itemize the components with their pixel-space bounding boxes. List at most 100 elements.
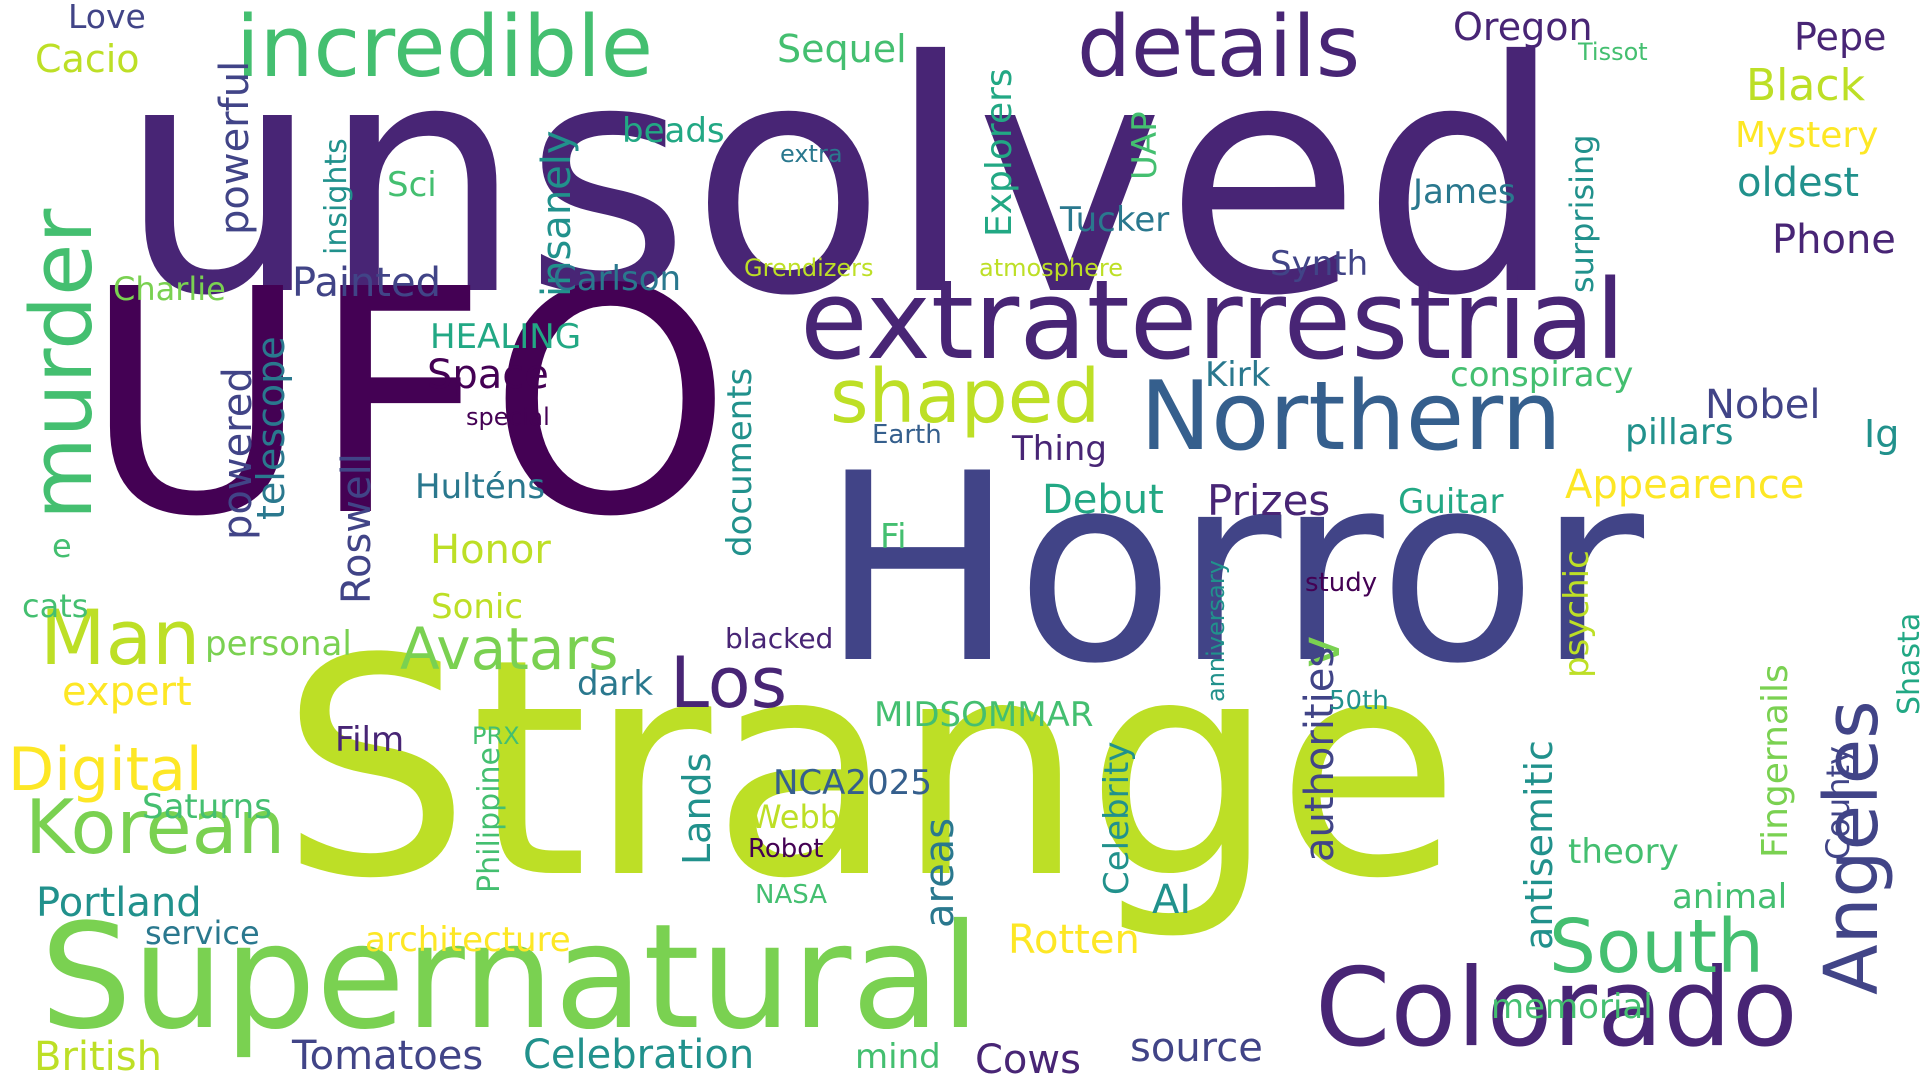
cloud-word: incredible [236, 0, 654, 97]
cloud-word: AI [1152, 877, 1192, 923]
cloud-word: oldest [1737, 160, 1860, 206]
cloud-word: Supernatural [40, 893, 981, 1062]
cloud-word: cats [22, 587, 89, 625]
cloud-word: dark [577, 664, 654, 704]
cloud-word: theory [1568, 832, 1679, 872]
cloud-word: beads [622, 111, 725, 151]
cloud-word: British [34, 1034, 162, 1080]
cloud-word: Man [40, 593, 201, 682]
cloud-word: Fi [880, 517, 907, 557]
cloud-word: e [52, 527, 72, 565]
cloud-word: Tomatoes [292, 1033, 484, 1079]
cloud-word: County [1819, 746, 1857, 860]
cloud-word: Black [1746, 60, 1866, 111]
cloud-word: Webb [750, 798, 841, 836]
cloud-word: Sci [387, 165, 437, 205]
cloud-word: Hulténs [415, 467, 546, 507]
cloud-word: Strange [280, 595, 1461, 944]
cloud-word: unsolved [118, 0, 1565, 366]
cloud-word: blacked [725, 622, 834, 655]
cloud-word: Roswell [334, 453, 380, 604]
cloud-word: murder [13, 208, 112, 520]
cloud-word: extra [780, 140, 843, 168]
cloud-word: psychic [1557, 550, 1597, 678]
cloud-word: special [466, 403, 550, 431]
cloud-word: study [1305, 568, 1378, 598]
cloud-word: Prizes [1207, 476, 1331, 525]
cloud-word: Cows [975, 1037, 1081, 1080]
cloud-word: South [1549, 904, 1765, 990]
cloud-word: details [1077, 0, 1361, 97]
cloud-word: memorial [1491, 987, 1653, 1027]
cloud-word: Avatars [400, 615, 619, 683]
cloud-word: Explorers [979, 68, 1020, 237]
cloud-word: Sequel [777, 27, 907, 71]
cloud-word: Mystery [1735, 115, 1879, 156]
cloud-word: mind [855, 1037, 941, 1077]
cloud-word: Charlie [113, 270, 226, 308]
cloud-word: UAP [1125, 111, 1165, 180]
cloud-word: Phone [1772, 217, 1896, 263]
cloud-word: Saturns [142, 787, 272, 827]
cloud-word: Guitar [1398, 482, 1504, 522]
cloud-word: anniversary [1202, 560, 1230, 702]
cloud-word: UFO [83, 224, 733, 585]
cloud-word: powered [215, 367, 261, 540]
cloud-word: Portland [36, 880, 202, 926]
cloud-word: service [145, 914, 260, 952]
cloud-word: Grendizers [744, 254, 874, 282]
cloud-word: insights [319, 138, 354, 255]
cloud-word: expert [62, 669, 192, 715]
cloud-word: source [1130, 1025, 1263, 1071]
cloud-word: atmosphere [979, 254, 1123, 282]
cloud-word: Earth [872, 420, 942, 450]
cloud-word: shaped [830, 354, 1101, 440]
cloud-word: Cacio [35, 37, 140, 81]
cloud-word: MIDSOMMAR [874, 695, 1094, 735]
cloud-word: Lands [675, 752, 719, 865]
cloud-word: Honor [430, 527, 551, 573]
cloud-word: extraterrestrial [800, 256, 1626, 384]
cloud-word: Korean [25, 783, 286, 871]
cloud-word: Thing [1012, 429, 1107, 469]
cloud-word: surprising [1563, 134, 1601, 293]
cloud-word: Space [427, 352, 549, 398]
cloud-word: Tucker [1060, 200, 1170, 240]
cloud-word: antisemitic [1517, 740, 1561, 950]
cloud-word: NCA2025 [773, 763, 932, 803]
cloud-word: Oregon [1453, 5, 1593, 49]
cloud-word: personal [205, 624, 352, 664]
cloud-word: Robot [748, 834, 824, 864]
cloud-word: conspiracy [1450, 355, 1634, 395]
cloud-word: Carlson [553, 259, 682, 299]
cloud-word: Love [68, 0, 146, 36]
cloud-word: Philippine [472, 746, 507, 893]
cloud-word: documents [720, 367, 760, 557]
cloud-word: Synth [1270, 244, 1369, 284]
cloud-word: PRX [472, 722, 520, 750]
cloud-word: Film [335, 720, 405, 760]
cloud-word: animal [1672, 877, 1788, 917]
cloud-word: Nobel [1705, 382, 1821, 428]
cloud-word: Colorado [1315, 946, 1798, 1071]
cloud-word: Tissot [1578, 38, 1648, 66]
cloud-word: Kirk [1205, 355, 1271, 395]
cloud-word: HEALING [430, 317, 582, 357]
cloud-word: Fingernails [1755, 664, 1796, 858]
cloud-word: Rotten [1008, 917, 1140, 963]
cloud-word: Los [670, 642, 788, 724]
cloud-word: Celebrity [1097, 741, 1137, 895]
cloud-word: powerful [212, 60, 258, 235]
cloud-word: Ig [1864, 412, 1900, 456]
cloud-word: Shasta [1892, 612, 1920, 715]
cloud-word: NASA [755, 880, 828, 910]
cloud-word: Horror [820, 419, 1645, 721]
cloud-word: Digital [8, 735, 203, 805]
cloud-word: authorities [1297, 646, 1343, 862]
cloud-word: Sonic [431, 587, 524, 627]
cloud-word: areas [917, 817, 963, 928]
cloud-word: Appearence [1565, 462, 1805, 508]
cloud-word: Debut [1042, 477, 1164, 523]
cloud-word: 50th [1329, 686, 1389, 716]
